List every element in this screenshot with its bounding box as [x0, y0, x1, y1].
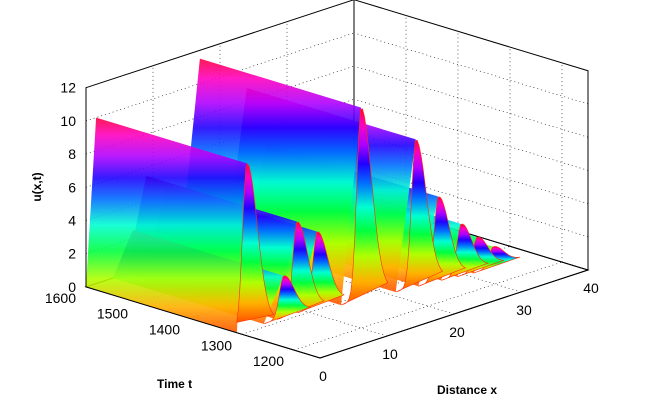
strip-face-8: [456, 236, 505, 278]
y-axis-label: Time t: [157, 377, 192, 391]
z-tick-label: 4: [68, 213, 76, 229]
strip-face-0: [236, 162, 275, 323]
x-tick-label: 30: [516, 302, 532, 318]
surface-strip-0: [86, 117, 275, 333]
y-tick-label: 1200: [253, 353, 284, 369]
strip-face-6: [418, 196, 466, 287]
z-tick-label: 12: [60, 80, 76, 96]
y-tick-label: 1300: [201, 337, 232, 353]
x-tick-label: 20: [449, 324, 465, 340]
z-axis-label: u(x,t): [30, 172, 44, 201]
z-tick-label: 2: [68, 246, 76, 262]
strip-face-7: [440, 223, 490, 281]
x-axis-label: Distance x: [437, 383, 497, 397]
x-tick-label: 0: [319, 368, 327, 384]
surface-strips: [86, 58, 521, 333]
z-tick-label: 10: [60, 113, 76, 129]
strip-face-5: [263, 275, 311, 325]
z-tick-label: 6: [68, 179, 76, 195]
axes-frame: [85, 87, 589, 359]
z-tick-label: 0: [68, 279, 76, 295]
strip-face-2: [395, 139, 444, 293]
y-tick-label: 1400: [149, 322, 180, 338]
z-tick-label: 8: [68, 146, 76, 162]
strip-ridge-0: [86, 117, 247, 333]
y-tick-label: 1500: [97, 306, 128, 322]
y-tick-label: 1600: [45, 290, 76, 306]
x-tick-label: 10: [382, 346, 398, 362]
strip-face-1: [340, 108, 389, 306]
x-tick-label: 40: [583, 280, 599, 296]
